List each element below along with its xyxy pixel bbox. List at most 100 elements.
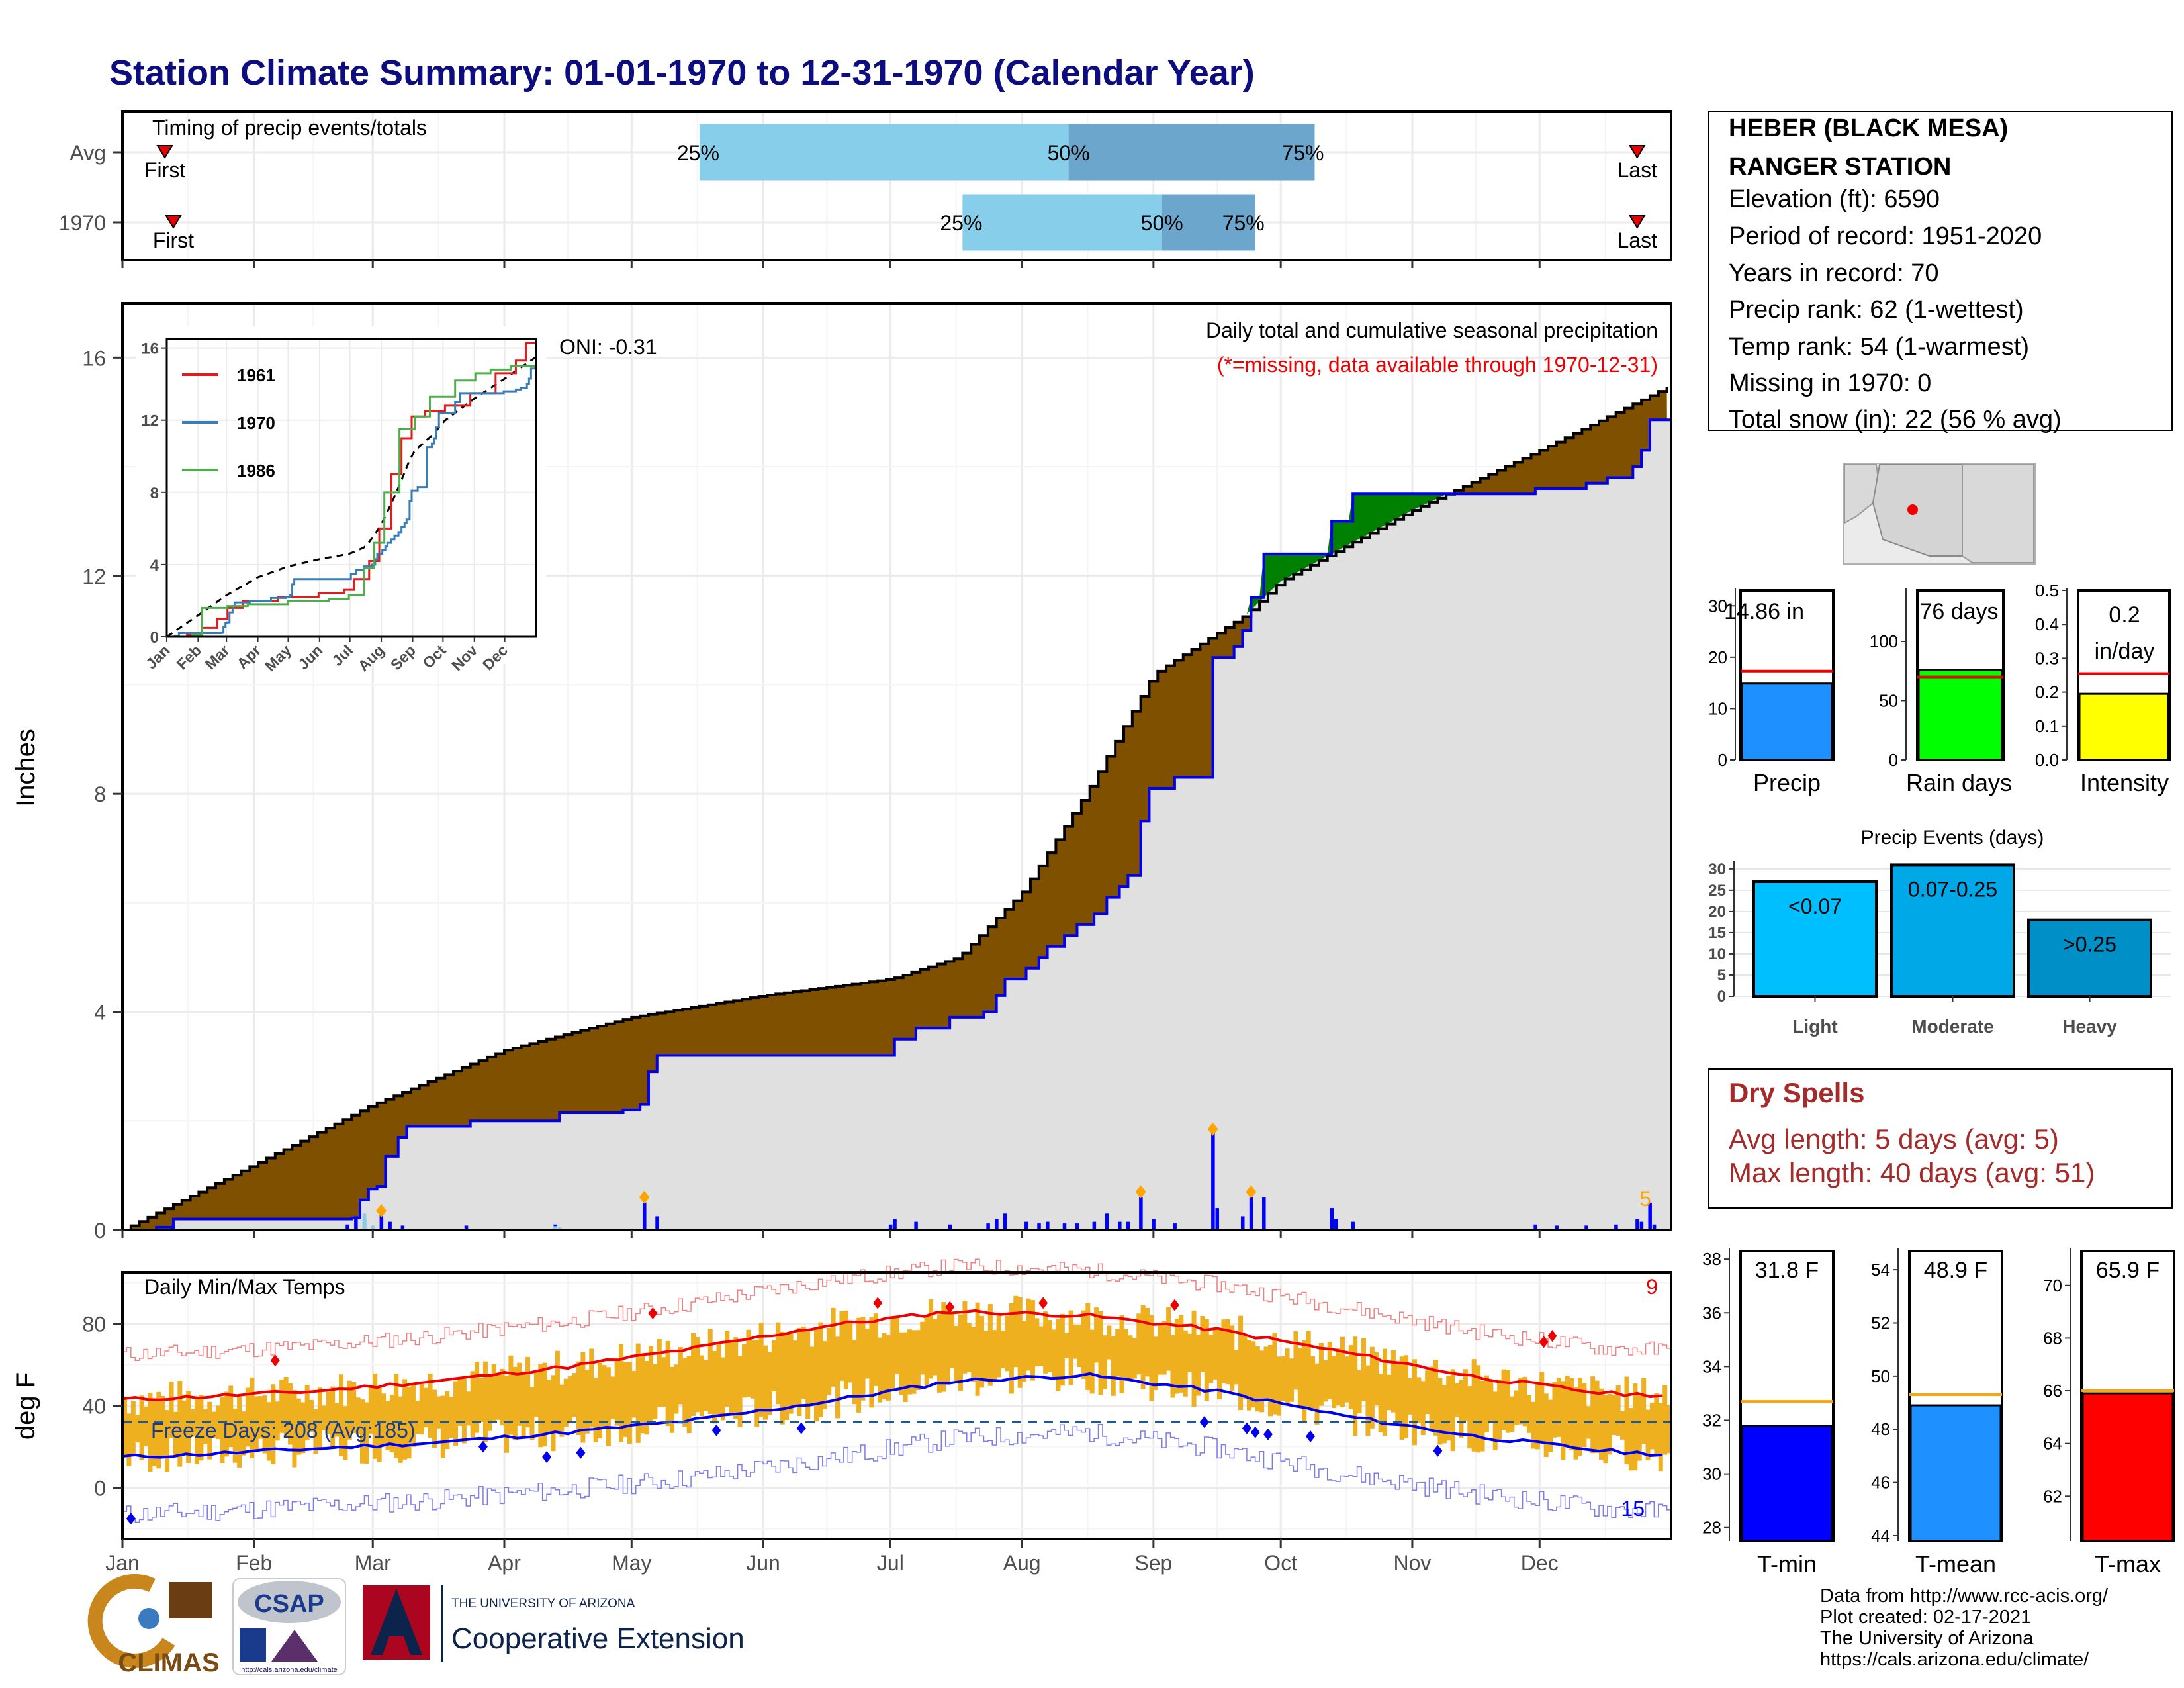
last-event-label: Last (1617, 158, 1657, 182)
daily-temp-bar (135, 1414, 140, 1443)
intensity-y-tick-label: 0.4 (2035, 614, 2059, 634)
daily-temp-bar (763, 1345, 768, 1420)
daily-temp-bar (1340, 1336, 1345, 1408)
tmin-y-tick-label: 28 (1702, 1518, 1721, 1538)
daily-temp-bar (1009, 1303, 1014, 1394)
daily-temp-bar (1514, 1390, 1519, 1425)
heavy-event-marker (376, 1204, 387, 1218)
daily-temp-bar (1038, 1326, 1044, 1366)
daily-temp-bar (126, 1413, 132, 1466)
daily-temp-bar (1484, 1375, 1489, 1432)
daily-temp-bar (593, 1378, 598, 1442)
events-bar-value-light: <0.07 (1788, 894, 1842, 918)
tmax-bar-value: 65.9 F (2096, 1258, 2160, 1283)
daily-temp-bar (1077, 1325, 1082, 1368)
tmean-y-tick-label: 48 (1871, 1419, 1890, 1439)
daily-temp-bar (1361, 1338, 1367, 1401)
intensity-bar (2078, 692, 2169, 761)
daily-temp-bar (716, 1342, 721, 1415)
daily-temp-bar (1195, 1334, 1201, 1396)
daily-temp-bar (758, 1322, 764, 1417)
daily-temp-bar (1293, 1331, 1298, 1390)
tmean-bar-label: T-mean (1915, 1550, 1996, 1577)
timing-box-25-50 (699, 124, 1069, 181)
daily-precip-bar (1334, 1219, 1338, 1230)
inset-lines (166, 339, 537, 638)
daily-temp-bar (1441, 1385, 1447, 1444)
temp-y-tick-label: 80 (82, 1313, 106, 1336)
daily-temp-bar (1599, 1388, 1604, 1460)
daily-temp-bar (623, 1362, 628, 1437)
intensity-y-tick-label: 0.3 (2035, 648, 2059, 668)
inset-background (136, 326, 546, 664)
inset-frame (165, 338, 537, 638)
daily-temp-bar (478, 1378, 484, 1422)
daily-temp-bar (750, 1340, 755, 1399)
daily-temp-bar (424, 1387, 429, 1428)
daily-temp-bar (1217, 1327, 1222, 1399)
climas-logo: CLIMAS (87, 1573, 220, 1677)
daily-temp-bar (1501, 1369, 1506, 1430)
daily-temp-bar (1633, 1383, 1638, 1471)
station-years: Years in record: 70 (1729, 259, 1939, 287)
daily-temp-bar (538, 1364, 543, 1448)
daily-temp-bar (1628, 1408, 1633, 1471)
station-snow: Total snow (in): 22 (56 % avg) (1729, 406, 2062, 434)
daily-temp-bar (1314, 1363, 1320, 1425)
daily-temp-bar (1123, 1329, 1128, 1382)
daily-temp-bar (1145, 1307, 1150, 1377)
record-low-marker (1306, 1430, 1316, 1442)
daily-temp-bar (958, 1314, 963, 1391)
daily-temp-bar (165, 1410, 170, 1472)
daily-temp-bar (432, 1389, 437, 1448)
first-event-marker (156, 145, 173, 159)
daily-temp-bar (326, 1391, 331, 1434)
daily-temp-bar (1569, 1378, 1574, 1450)
daily-temp-bar (1234, 1350, 1239, 1385)
temperature-summary-bars: 28 30 32 34 36 38 44 46 48 50 52 54 62 64 66 68 70 (1702, 1248, 2175, 1546)
daily-precip-bar (1249, 1197, 1253, 1230)
daily-temp-bar (364, 1402, 369, 1464)
events-bar-label-heavy: Heavy (2062, 1016, 2117, 1037)
timing-box-50-75 (1068, 124, 1315, 181)
map-new-mexico (1962, 464, 2034, 563)
tmean-y-tick-label: 54 (1871, 1260, 1890, 1280)
timing-p25-label: 25% (677, 141, 719, 165)
last-event-marker (1628, 215, 1646, 229)
daily-temp-bar (606, 1367, 611, 1446)
daily-temp-bar (521, 1371, 526, 1438)
daily-temp-bar (1153, 1336, 1158, 1390)
rain-days-bar (1917, 669, 2003, 761)
daily-temp-bar (945, 1307, 950, 1385)
daily-temp-bar (322, 1405, 327, 1430)
daily-temp-bar (508, 1355, 514, 1435)
observed-cumulative-area (122, 420, 1671, 1230)
daily-temp-bar (894, 1317, 899, 1374)
daily-temp-bar (1637, 1395, 1642, 1461)
precip-y-tick-label: 0 (94, 1219, 106, 1243)
daily-temp-bar (1420, 1381, 1426, 1436)
daily-temp-bar (568, 1376, 573, 1424)
daily-temp-bar (1085, 1303, 1091, 1391)
events-bar-label-moderate: Moderate (1911, 1016, 1993, 1037)
daily-temp-bar (355, 1397, 361, 1434)
daily-temp-bar (878, 1337, 883, 1403)
precip-bar-value: 14.86 in (1724, 599, 1804, 624)
ua-logo-letter (371, 1589, 422, 1655)
daily-temp-bar (237, 1396, 242, 1468)
daily-temp-bar (500, 1368, 505, 1426)
daily-temp-bar (1183, 1330, 1188, 1397)
tmin-y-tick-label: 30 (1702, 1464, 1721, 1484)
daily-temp-bar (1399, 1356, 1404, 1440)
daily-temp-bar (936, 1314, 942, 1393)
daily-temp-bar (831, 1307, 836, 1387)
daily-temp-bar (266, 1402, 271, 1461)
daily-temp-bar (780, 1331, 785, 1425)
daily-temp-bar (1561, 1381, 1566, 1460)
station-missing: Missing in 1970: 0 (1729, 369, 1931, 397)
daily-precip-bar (1262, 1197, 1266, 1230)
daily-temp-bar (1607, 1393, 1612, 1455)
first-event-label: First (144, 158, 185, 182)
freeze-days-label: Freeze Days: 208 (Avg:185) (151, 1419, 416, 1442)
daily-temp-bar (466, 1391, 471, 1426)
